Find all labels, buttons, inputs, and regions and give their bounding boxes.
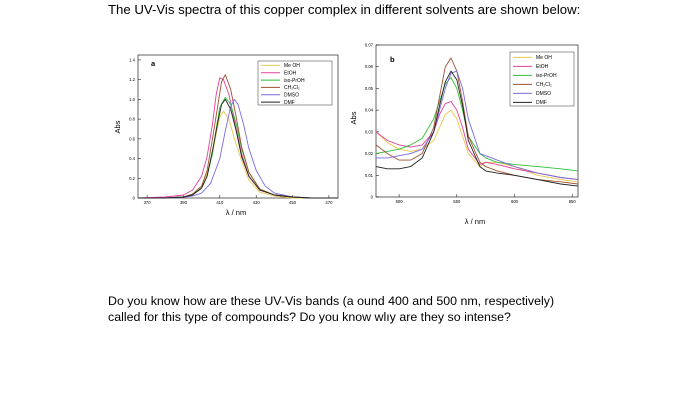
chart-b-legend-box bbox=[509, 51, 575, 107]
chart-a-ytick-label: 0.6 bbox=[129, 136, 135, 141]
chart-a-xtick-label: 470 bbox=[325, 200, 333, 205]
page-heading: The UV-Vis spectra of this copper comple… bbox=[108, 2, 581, 17]
chart-a-legend-label: CH₂Cl₂ bbox=[284, 85, 300, 91]
chart-b-ytick-label: 0.04 bbox=[365, 108, 374, 113]
chart-b-ytick-label: 0.07 bbox=[365, 43, 374, 48]
chart-a-ytick-label: 1.2 bbox=[129, 77, 135, 82]
chart-a-legend-label: iso-PrOH bbox=[284, 78, 305, 84]
chart-b-series-line-2 bbox=[375, 77, 579, 172]
chart-a-ytick-label: 0.2 bbox=[129, 176, 135, 181]
chart-a-ytick-label: 1.4 bbox=[129, 57, 135, 62]
chart-a-ylabel: Abs bbox=[113, 120, 122, 133]
chart-a-series-line-4 bbox=[138, 98, 338, 199]
chart-b-panel-label: b bbox=[390, 55, 395, 64]
chart-a-legend-label: DMSO bbox=[284, 92, 299, 98]
chart-b-series-line-4 bbox=[376, 70, 579, 181]
chart-b-ytick-label: 0.06 bbox=[365, 64, 374, 69]
chart-a-legend-label: EtOH bbox=[284, 70, 297, 76]
chart-a-xlabel: λ / nm bbox=[226, 208, 246, 217]
chart-b-legend-label: CH₂Cl₂ bbox=[536, 82, 552, 88]
chart-b-xtick-label: 650 bbox=[569, 199, 577, 204]
chart-a: 370 390 410 430 450 470 0 0.2 0.4 0.6 0.8 1.0 1.2 1.4… bbox=[113, 54, 339, 217]
chart-a-xtick-label: 430 bbox=[253, 200, 261, 205]
chart-b-legend-label: EtOH bbox=[536, 64, 549, 70]
chart-a-frame bbox=[137, 54, 339, 199]
chart-b-ytick-label: 0.03 bbox=[365, 129, 374, 134]
chart-b-legend-label: iso-PrOH bbox=[536, 73, 557, 79]
chart-b-ytick-label: 0.01 bbox=[365, 173, 374, 178]
chart-a-series-line-5 bbox=[138, 98, 338, 199]
chart-b-ytick-label: 0 bbox=[371, 195, 374, 200]
chart-a-legend-label: DMF bbox=[284, 100, 295, 106]
question-text: Do you know how are these UV-Vis bands (… bbox=[108, 293, 628, 325]
chart-a-ytick-label: 0 bbox=[133, 196, 136, 201]
chart-a-ytick-label: 0.4 bbox=[129, 156, 135, 161]
question-line-2: called for this type of compounds? Do yo… bbox=[108, 310, 511, 324]
chart-b-xtick-label: 600 bbox=[511, 199, 519, 204]
chart-b-xtick-label: 550 bbox=[453, 199, 461, 204]
chart-b-legend: Me OH EtOH iso-PrOH CH₂Cl₂ DMSO DMF bbox=[509, 51, 575, 107]
chart-a-panel-label: a bbox=[151, 59, 156, 68]
chart-b-ytick-label: 0.02 bbox=[365, 151, 374, 156]
chart-a-legend-label: Me OH bbox=[284, 63, 300, 69]
chart-b-xlabel: λ / nm bbox=[465, 217, 485, 226]
chart-a-xtick-label: 450 bbox=[289, 200, 297, 205]
chart-b-series-line-5 bbox=[375, 70, 579, 187]
chart-a-legend-box bbox=[257, 60, 333, 106]
chart-b-legend-label: DMSO bbox=[536, 91, 551, 97]
chart-b-legend-label: DMF bbox=[536, 100, 547, 106]
chart-b: 500 550 600 650 0 0.01 0.02 0.03 0.04 0.05 0.06 0.0… bbox=[349, 43, 579, 226]
chart-b-xtick-label: 500 bbox=[396, 199, 404, 204]
chart-a-xtick-label: 410 bbox=[216, 200, 224, 205]
chart-b-ylabel: Abs bbox=[349, 111, 358, 124]
chart-a-xtick-label: 390 bbox=[180, 200, 188, 205]
chart-b-series-line-1 bbox=[375, 101, 579, 181]
chart-b-frame bbox=[375, 44, 579, 198]
question-line-1: Do you know how are these UV-Vis bands (… bbox=[108, 294, 555, 308]
chart-a-ytick-label: 0.8 bbox=[129, 117, 135, 122]
chart-a-series-line-2 bbox=[138, 96, 338, 199]
chart-a-series-line-0 bbox=[138, 110, 338, 199]
chart-a-xtick-label: 370 bbox=[144, 200, 152, 205]
chart-b-legend-label: Me OH bbox=[536, 55, 552, 61]
chart-a-ytick-label: 1.0 bbox=[129, 97, 135, 102]
chart-b-ytick-label: 0.05 bbox=[365, 86, 374, 91]
